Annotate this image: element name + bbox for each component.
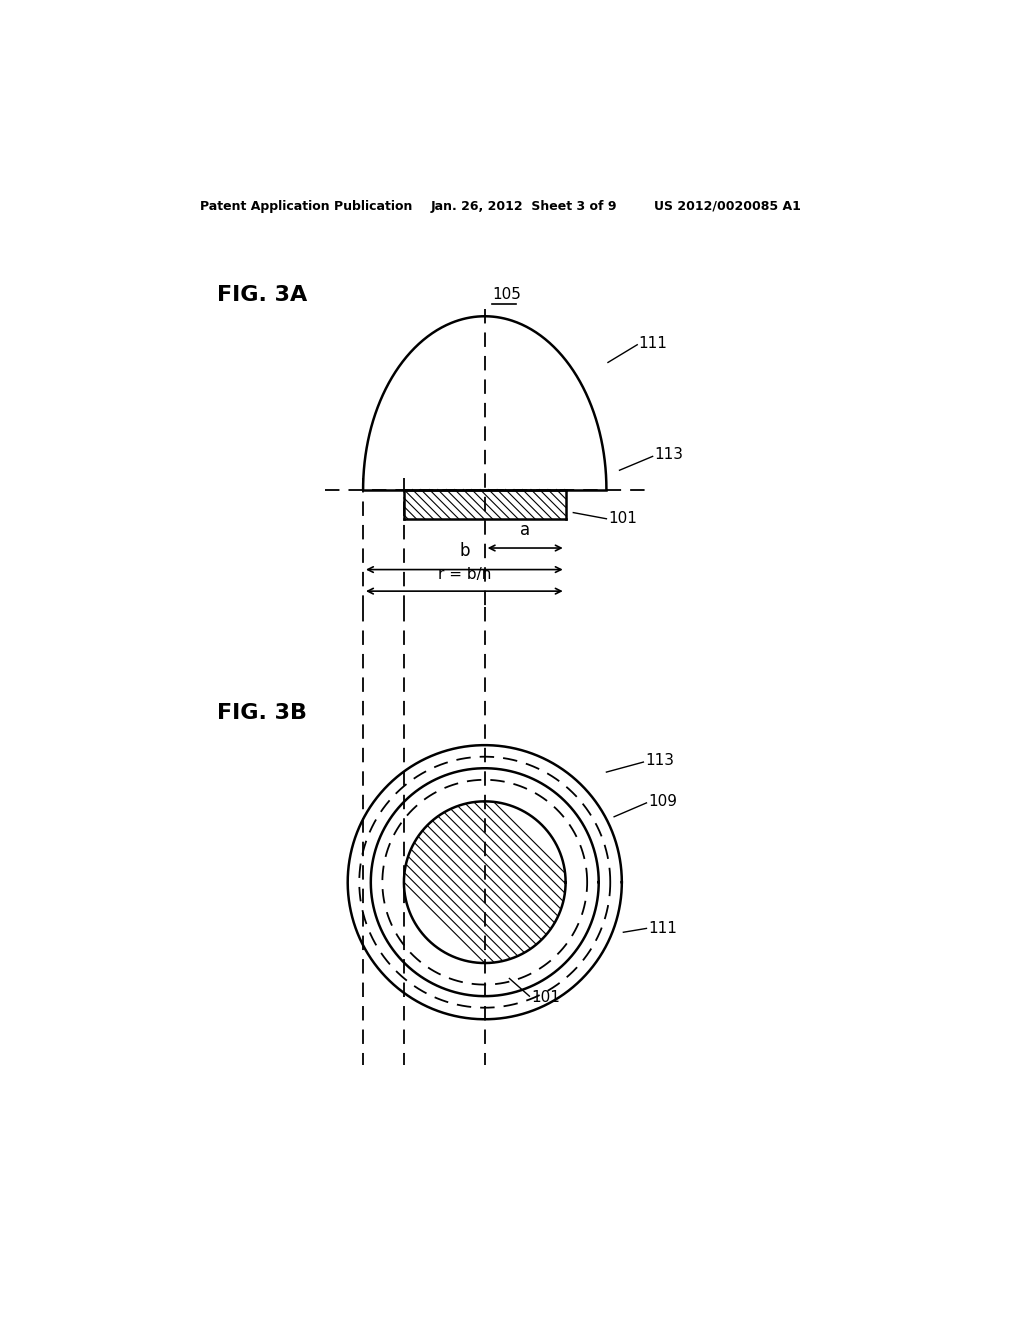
Text: a: a [520, 521, 530, 539]
Text: b: b [459, 543, 470, 561]
Text: r = b/n: r = b/n [437, 566, 492, 582]
Text: Jan. 26, 2012  Sheet 3 of 9: Jan. 26, 2012 Sheet 3 of 9 [431, 199, 617, 213]
Text: 101: 101 [608, 511, 637, 527]
Text: 113: 113 [645, 752, 674, 768]
Text: US 2012/0020085 A1: US 2012/0020085 A1 [654, 199, 801, 213]
Text: 105: 105 [493, 288, 521, 302]
Text: FIG. 3B: FIG. 3B [217, 702, 307, 723]
Text: Patent Application Publication: Patent Application Publication [200, 199, 413, 213]
Text: 101: 101 [531, 990, 560, 1006]
Text: FIG. 3A: FIG. 3A [217, 285, 307, 305]
Text: 113: 113 [654, 447, 683, 462]
Text: 111: 111 [639, 335, 668, 351]
Text: 111: 111 [648, 921, 677, 936]
Text: 109: 109 [648, 793, 677, 809]
